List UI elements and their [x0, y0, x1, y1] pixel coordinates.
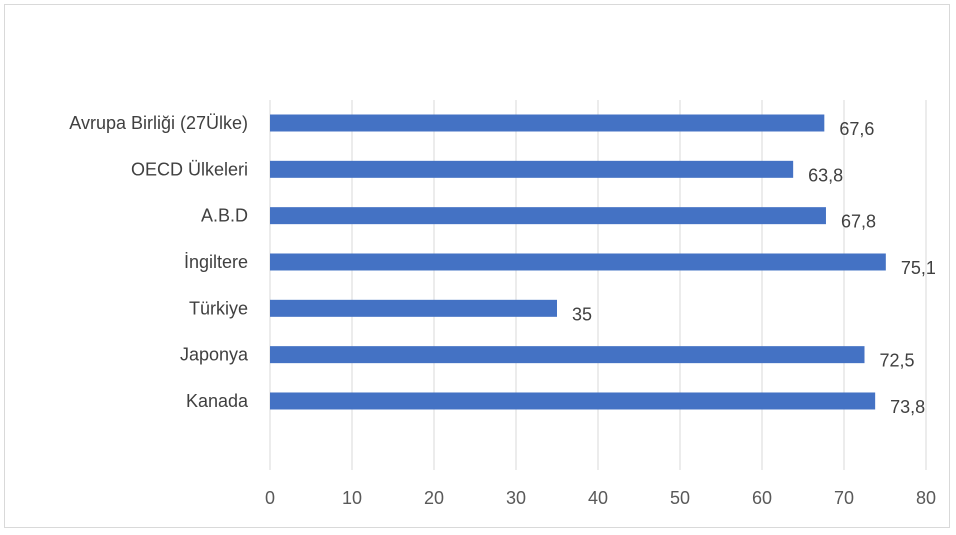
x-tick-label: 40 [588, 488, 608, 508]
x-tick-label: 60 [752, 488, 772, 508]
data-label: 35 [572, 304, 592, 324]
data-label: 73,8 [890, 397, 925, 417]
category-label: OECD Ülkeleri [131, 159, 248, 179]
x-tick-label: 70 [834, 488, 854, 508]
data-label: 67,6 [839, 119, 874, 139]
x-tick-label: 30 [506, 488, 526, 508]
category-label: Kanada [186, 391, 249, 411]
x-tick-label: 20 [424, 488, 444, 508]
x-tick-label: 50 [670, 488, 690, 508]
bars [270, 114, 886, 410]
bar [270, 253, 886, 271]
labels: 0 10 20 30 40 50 60 70 80 Avrupa Birliği (27Ülke)… [69, 113, 936, 508]
category-label: İngiltere [184, 252, 248, 272]
x-tick-label: 0 [265, 488, 275, 508]
gridlines [269, 100, 927, 470]
category-label: Türkiye [189, 298, 248, 318]
x-tick-label: 10 [342, 488, 362, 508]
data-label: 67,8 [841, 212, 876, 232]
category-label: Avrupa Birliği (27Ülke) [69, 113, 248, 133]
bar [270, 299, 557, 317]
data-label: 63,8 [808, 165, 843, 185]
x-tick-label: 80 [916, 488, 936, 508]
bar [270, 392, 876, 410]
bar [270, 346, 865, 364]
category-label: Japonya [180, 345, 249, 365]
bar [270, 207, 826, 225]
bar [270, 160, 794, 178]
category-label: A.B.D [201, 206, 248, 226]
bar [270, 114, 825, 132]
data-label: 72,5 [880, 351, 915, 371]
data-label: 75,1 [901, 258, 936, 278]
